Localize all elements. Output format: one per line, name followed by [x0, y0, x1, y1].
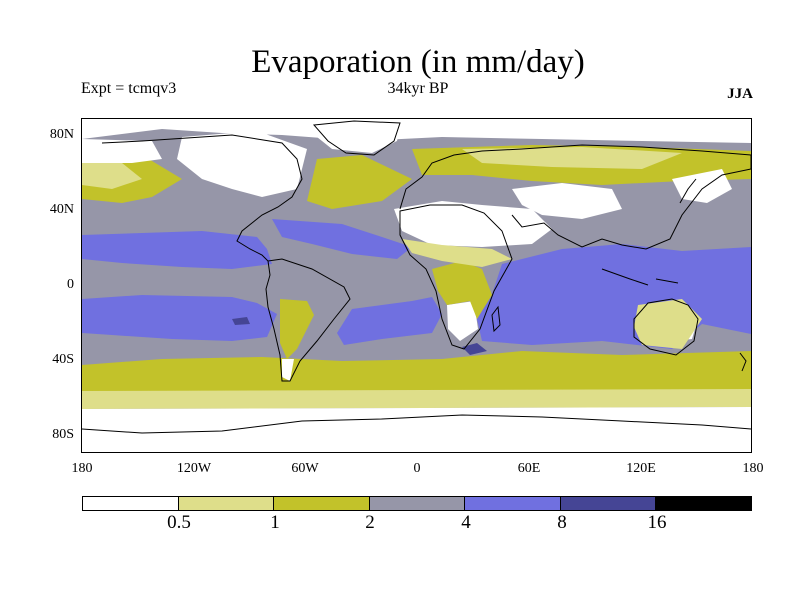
white-north-america: [177, 131, 307, 197]
y-tick-label: 40N: [49, 202, 74, 217]
band-8-16-patch-1: [462, 343, 487, 355]
x-tick-label: 60W: [291, 461, 319, 476]
band-05-1-north-pacific: [82, 155, 142, 189]
map-canvas: [81, 119, 752, 452]
x-tick-label: 120E: [626, 461, 656, 476]
coastlines: [81, 120, 752, 434]
coast-japan: [679, 178, 697, 204]
colorbar-label: 16: [647, 512, 667, 533]
band-05-1-south: [82, 389, 751, 409]
colorbar-segment: [465, 497, 561, 510]
x-tick-label: 0: [413, 461, 421, 476]
white-central-asia: [512, 183, 622, 219]
coast-europe: [399, 148, 523, 210]
colorbar-segment: [178, 497, 275, 510]
coast-new-zealand: [739, 352, 747, 372]
season-label: JJA: [727, 86, 753, 102]
coast-greenland: [312, 120, 401, 156]
y-tick-label: 0: [67, 277, 74, 292]
x-tick-label: 180: [71, 461, 93, 476]
experiment-label: Expt = tcmqv3: [81, 80, 177, 97]
white-sahara: [394, 201, 552, 247]
colorbar-segment: [83, 497, 179, 510]
colorbar-label: 1: [270, 512, 280, 533]
colorbar-label: 4: [461, 512, 471, 533]
white-antarctica: [82, 407, 751, 452]
band-4-8-atlantic-north: [272, 219, 412, 259]
colorbar-segment: [274, 497, 370, 510]
y-tick-label: 80N: [49, 127, 74, 142]
white-kalahari: [447, 301, 478, 341]
coast-south-america: [265, 258, 351, 382]
white-alaska: [82, 139, 162, 163]
band-4-8-south-pacific: [82, 295, 277, 341]
band-4-8-south-atlantic: [337, 297, 442, 345]
band-8-16-patch-2: [232, 317, 250, 325]
period-label: 34kyr BP: [387, 80, 449, 97]
x-tick-label: 120W: [176, 461, 212, 476]
colorbar-segment: [369, 497, 466, 510]
white-greenland: [307, 119, 402, 153]
band-1-2-south: [82, 351, 751, 401]
land-1-2-africa: [432, 261, 492, 319]
land-1-2-south-america: [280, 299, 314, 359]
colorbar-label: 2: [365, 512, 375, 533]
white-east-asia: [672, 169, 732, 203]
x-tick-label: 180: [742, 461, 764, 476]
colorbar-label: 8: [557, 512, 567, 533]
coast-madagascar: [491, 305, 501, 333]
y-tick-label: 80S: [52, 427, 74, 442]
coast-antarctica: [81, 414, 752, 434]
white-north-polar: [82, 119, 751, 143]
x-tick-label: 60E: [517, 461, 541, 476]
coast-indonesia: [601, 268, 679, 286]
coast-north-america: [101, 134, 303, 262]
coast-australia: [633, 298, 699, 356]
band-1-2-north-atlantic: [307, 155, 412, 209]
colorbar-segment: [656, 497, 752, 510]
land-05-1-australia: [634, 299, 702, 349]
band-05-1-eurasia: [462, 147, 682, 169]
band-4-8-north-pacific: [82, 231, 272, 269]
map-title: Evaporation (in mm/day): [251, 44, 585, 80]
colorbar-segment: [560, 497, 657, 510]
land-05-1-sahel: [402, 239, 512, 267]
colorbar-label: 0.5: [167, 512, 191, 533]
y-tick-label: 40S: [52, 352, 74, 367]
evaporation-map: [81, 118, 752, 453]
coast-africa: [399, 204, 513, 350]
white-patagonia: [282, 359, 294, 381]
coast-asia: [511, 144, 752, 250]
colorbar: [82, 496, 752, 511]
